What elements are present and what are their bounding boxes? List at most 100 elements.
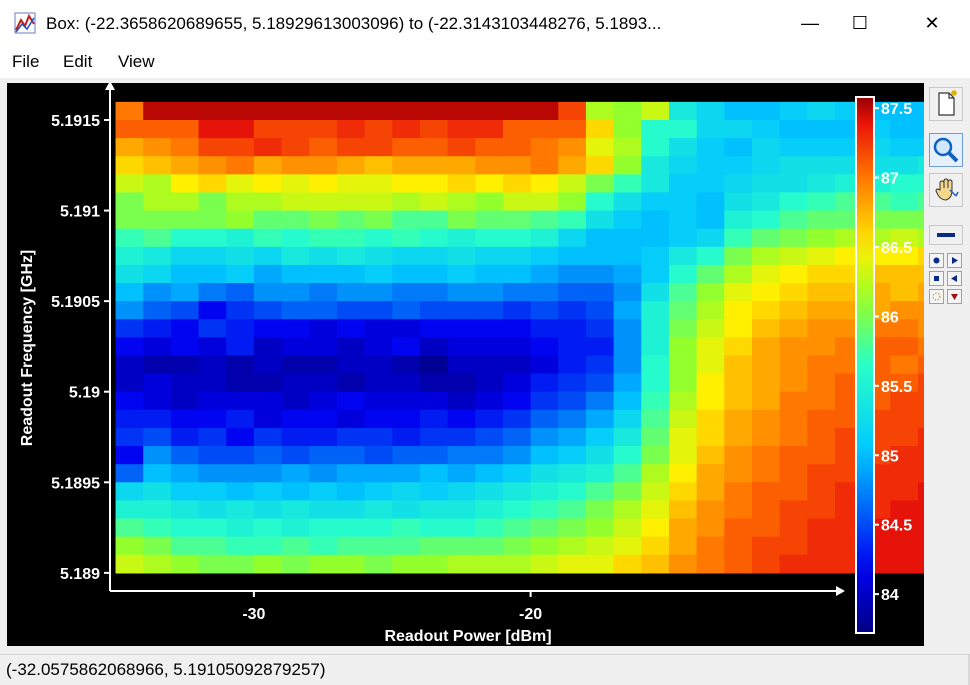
heatmap-cell: [696, 319, 725, 338]
heatmap-cell: [585, 119, 615, 139]
y-tick-label: 5.1905: [51, 294, 100, 311]
heatmap-cell: [198, 101, 227, 121]
maximize-button[interactable]: ☐: [836, 8, 884, 38]
heatmap-cell: [419, 210, 449, 230]
heatmap-cell: [613, 409, 642, 429]
heatmap-cell: [558, 174, 587, 194]
heatmap-cell: [779, 500, 808, 520]
heatmap-cell: [502, 283, 532, 302]
heatmap-cell: [336, 264, 366, 284]
heatmap-cell: [170, 373, 200, 393]
heatmap-cell: [226, 391, 255, 411]
minimize-button[interactable]: —: [786, 8, 834, 38]
heatmap-cell: [724, 409, 753, 429]
colorbar-tick-label: 85.5: [881, 379, 912, 396]
heatmap-cell: [502, 355, 532, 375]
line-tool-button[interactable]: [929, 225, 963, 245]
heatmap-cell: [724, 192, 753, 212]
heatmap-cell: [585, 174, 615, 194]
heatmap-cell: [226, 301, 255, 320]
heatmap-cell: [475, 373, 504, 393]
heatmap-cell: [502, 409, 532, 429]
heatmap-cell: [751, 246, 781, 266]
heatmap-cell: [585, 138, 615, 157]
heatmap-cell: [143, 355, 172, 375]
heatmap-cell: [198, 174, 227, 194]
heatmap-cell: [613, 283, 642, 302]
heatmap-cell: [226, 500, 255, 520]
heatmap-cell: [281, 246, 310, 266]
heatmap-cell: [641, 427, 670, 447]
menu-file[interactable]: File: [12, 52, 40, 71]
heatmap-cell: [918, 319, 924, 338]
heatmap-cell: [336, 554, 366, 574]
next-point-button[interactable]: [947, 253, 962, 268]
prev-point-button[interactable]: [947, 271, 962, 286]
heatmap-cell: [724, 536, 753, 556]
heatmap-cell: [475, 337, 504, 357]
heatmap-cell: [392, 355, 421, 375]
heatmap-cell: [143, 446, 172, 465]
heatmap-cell: [779, 119, 808, 139]
y-tick-label: 5.191: [60, 204, 100, 221]
heatmap-cell: [198, 192, 227, 212]
heatmap-cell: [170, 138, 200, 157]
heatmap-cell: [779, 427, 808, 447]
heatmap-cell: [918, 536, 924, 556]
heatmap-cell: [890, 337, 919, 357]
heatmap-chart[interactable]: -30 -20 5.1915 5.191 5.1905 5.19 5.1895 5.189 8…: [7, 83, 924, 646]
heatmap-cell: [724, 264, 753, 284]
heatmap-cell: [419, 446, 449, 465]
marker-tool-button[interactable]: [929, 271, 944, 286]
heatmap-cell: [281, 518, 310, 538]
heatmap-cell: [226, 446, 255, 465]
heatmap-cell: [807, 246, 836, 266]
heatmap-cell: [918, 464, 924, 483]
menu-edit[interactable]: Edit: [63, 52, 93, 71]
heatmap-cell: [668, 446, 698, 465]
zoom-button[interactable]: [929, 133, 963, 167]
heatmap-cell: [392, 138, 421, 157]
down-marker-button[interactable]: [947, 289, 962, 304]
heatmap-cell: [143, 409, 172, 429]
y-tick-label: 5.1895: [51, 475, 100, 492]
heatmap-cell: [668, 138, 698, 157]
new-page-button[interactable]: [929, 87, 963, 121]
heatmap-cell: [336, 301, 366, 320]
heatmap-cell: [419, 337, 449, 357]
heatmap-cell: [253, 536, 283, 556]
heatmap-cell: [198, 210, 227, 230]
heatmap-cell: [143, 301, 172, 320]
heatmap-cell: [198, 228, 227, 248]
heatmap-cell: [115, 427, 144, 447]
heatmap-cell: [475, 228, 504, 248]
heatmap-cell: [281, 355, 310, 375]
heatmap-cell: [309, 192, 338, 212]
heatmap-cell: [392, 409, 421, 429]
heatmap-cell: [668, 119, 698, 139]
heatmap-cell: [253, 446, 283, 465]
heatmap-cell: [585, 283, 615, 302]
heatmap-cell: [751, 319, 781, 338]
menu-view[interactable]: View: [118, 52, 155, 71]
heatmap-cell: [170, 554, 200, 574]
heatmap-cell: [253, 355, 283, 375]
heatmap-cell: [475, 119, 504, 139]
heatmap-cell: [918, 192, 924, 212]
heatmap-cell: [641, 246, 670, 266]
heatmap-cell: [530, 246, 559, 266]
close-button[interactable]: ✕: [908, 8, 956, 38]
dotted-marker-button[interactable]: [929, 289, 944, 304]
pan-button[interactable]: [929, 173, 963, 207]
plot-area[interactable]: -30 -20 5.1915 5.191 5.1905 5.19 5.1895 5.189 8…: [7, 83, 924, 646]
heatmap-cell: [281, 101, 310, 121]
heatmap-cell: [475, 138, 504, 157]
heatmap-cell: [281, 500, 310, 520]
heatmap-cell: [198, 500, 227, 520]
point-tool-button[interactable]: [929, 253, 944, 268]
dotted-marker-icon: [932, 292, 941, 301]
heatmap-cell: [447, 554, 476, 574]
heatmap-cell: [641, 319, 670, 338]
heatmap-cell: [447, 337, 476, 357]
heatmap-cell: [475, 246, 504, 266]
